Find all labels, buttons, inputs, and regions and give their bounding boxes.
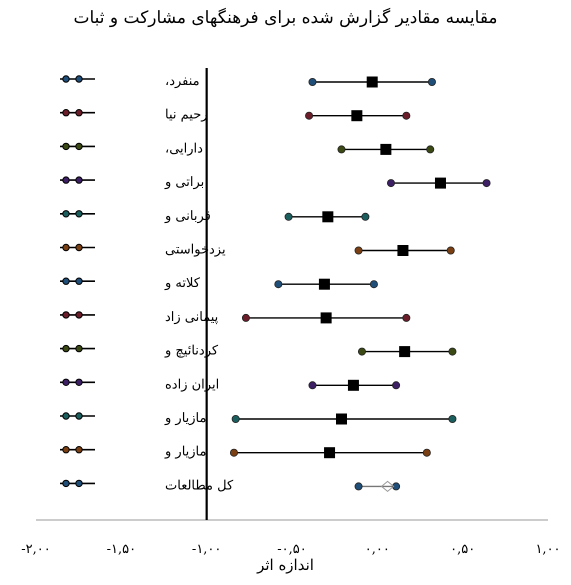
ci-upper-dot bbox=[448, 347, 457, 356]
legend-sample-dot bbox=[75, 243, 83, 252]
legend-sample-dot bbox=[75, 344, 83, 353]
legend-sample-dot bbox=[75, 109, 83, 117]
point-estimate bbox=[399, 346, 411, 358]
ci-upper-dot bbox=[422, 448, 431, 457]
legend-sample-dot bbox=[62, 311, 70, 319]
ci-lower-dot bbox=[229, 448, 238, 457]
legend-sample-dot bbox=[75, 277, 83, 285]
legend-sample-dot bbox=[75, 378, 83, 386]
ci-upper-dot bbox=[369, 280, 378, 289]
x-tick-label: -۱,۵۰ bbox=[107, 542, 136, 557]
point-estimate bbox=[335, 413, 347, 425]
point-estimate bbox=[318, 278, 330, 290]
study-label: رحیم نیا bbox=[165, 108, 208, 123]
x-tick-label: -۲,۰۰ bbox=[21, 542, 50, 557]
ci-upper-dot bbox=[426, 145, 435, 154]
legend-sample-dot bbox=[62, 446, 70, 454]
study-label: یزدخواستی bbox=[165, 243, 226, 258]
point-estimate bbox=[324, 447, 336, 459]
point-estimate bbox=[320, 312, 332, 324]
chart-title: مقایسه مقادیر گزارش شده برای فرهنگهای مش… bbox=[73, 8, 498, 28]
ci-upper-dot bbox=[392, 482, 401, 491]
ci-upper-dot bbox=[402, 111, 411, 120]
legend-sample-dot bbox=[75, 142, 83, 151]
legend-sample-dot bbox=[62, 176, 70, 184]
legend-sample-dot bbox=[62, 75, 70, 83]
x-tick-label: ۰,۵۰ bbox=[450, 542, 475, 557]
study-label: دارایی، bbox=[165, 141, 203, 156]
ci-lower-dot bbox=[357, 347, 366, 356]
ci-lower-dot bbox=[386, 179, 395, 188]
summary-diamond bbox=[380, 480, 395, 493]
legend-sample-dot bbox=[62, 142, 70, 151]
study-label: قربانی و bbox=[164, 209, 211, 224]
ci-upper-dot bbox=[482, 179, 491, 188]
ci-upper-dot bbox=[402, 313, 411, 322]
study-label: پیمانی زاد bbox=[165, 310, 219, 325]
ci-lower-dot bbox=[308, 78, 317, 87]
ci-lower-dot bbox=[337, 145, 346, 154]
study-label: منفرد، bbox=[165, 74, 200, 89]
legend-sample-dot bbox=[75, 176, 83, 184]
ci-upper-dot bbox=[446, 246, 455, 255]
legend-sample-dot bbox=[62, 109, 70, 117]
point-estimate bbox=[434, 177, 446, 189]
ci-lower-dot bbox=[305, 111, 314, 120]
ci-lower-dot bbox=[284, 212, 293, 221]
legend-sample-dot bbox=[62, 479, 70, 488]
x-tick-label: -۱,۰۰ bbox=[192, 542, 221, 557]
legend-sample-dot bbox=[75, 479, 83, 488]
point-estimate bbox=[351, 110, 363, 122]
legend-sample-dot bbox=[62, 210, 70, 218]
point-estimate bbox=[380, 143, 392, 155]
point-estimate bbox=[366, 76, 378, 88]
study-label: ایران زاده bbox=[165, 377, 219, 392]
ci-lower-dot bbox=[241, 313, 250, 322]
point-estimate bbox=[347, 379, 359, 391]
study-label: کلاته و bbox=[164, 276, 201, 291]
legend-sample-dot bbox=[75, 311, 83, 319]
legend-sample-dot bbox=[75, 412, 83, 420]
x-axis-label: اندازه اثر bbox=[257, 556, 314, 574]
ci-upper-dot bbox=[392, 381, 401, 390]
legend-sample-dot bbox=[62, 277, 70, 285]
study-label: مازیار و bbox=[164, 445, 206, 460]
study-label: کردنائیچ و bbox=[164, 344, 219, 359]
legend-sample-dot bbox=[75, 210, 83, 218]
ci-upper-dot bbox=[361, 212, 370, 221]
x-tick-label: ۱,۰۰ bbox=[535, 542, 560, 557]
ci-upper-dot bbox=[427, 78, 436, 87]
legend-sample-dot bbox=[62, 412, 70, 420]
ci-lower-dot bbox=[308, 381, 317, 390]
ci-lower-dot bbox=[231, 414, 240, 423]
ci-lower-dot bbox=[354, 246, 363, 255]
legend-sample-dot bbox=[75, 446, 83, 454]
ci-upper-dot bbox=[448, 414, 457, 423]
legend-sample-dot bbox=[62, 243, 70, 252]
ci-lower-dot bbox=[354, 482, 363, 491]
study-label: کل مطالعات bbox=[165, 478, 234, 493]
legend-sample-dot bbox=[62, 378, 70, 386]
legend-sample-dot bbox=[62, 344, 70, 353]
x-tick-label: ۰,۰۰ bbox=[365, 542, 390, 557]
study-label: مازیار و bbox=[164, 411, 206, 426]
point-estimate bbox=[397, 245, 409, 256]
study-label: براتی و bbox=[164, 175, 204, 190]
x-tick-label: -۰,۵۰ bbox=[277, 542, 306, 557]
ci-lower-dot bbox=[274, 280, 283, 289]
point-estimate bbox=[322, 211, 334, 223]
legend-sample-dot bbox=[75, 75, 83, 83]
